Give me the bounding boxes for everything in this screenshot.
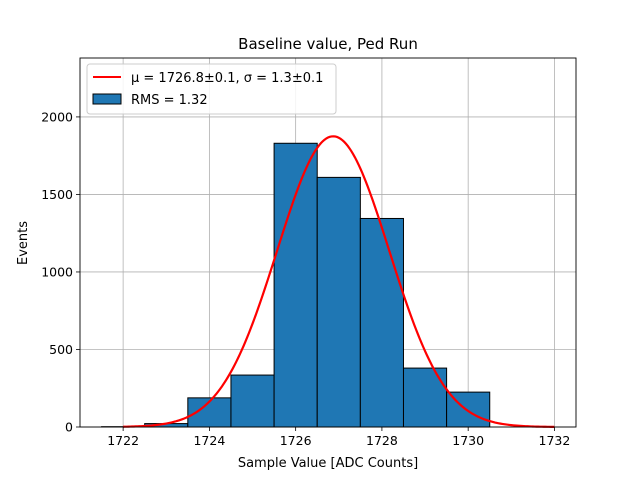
x-tick-label: 1724 [193,433,225,448]
histogram-bars [101,142,491,428]
y-tick-label: 1000 [41,264,73,279]
x-tick-label: 1726 [280,433,312,448]
x-tick-label: 1728 [366,433,398,448]
fit-curve-layer [123,135,555,428]
histogram-bar [230,374,275,428]
legend-box [86,63,337,115]
gaussian-fit-curve [123,135,555,428]
legend: μ = 1726.8±0.1, σ = 1.3±0.1 RMS = 1.32 [86,63,337,115]
x-tick-label: 1722 [107,433,139,448]
y-tick-label: 0 [65,420,73,435]
axes-frame [79,57,577,428]
x-axis-ticks: 1722 1724 1726 1728 1730 1732 [107,427,570,448]
legend-histogram-swatch [92,93,122,105]
legend-fit-label: μ = 1726.8±0.1, σ = 1.3±0.1 [131,71,323,86]
y-tick-label: 500 [49,342,73,357]
x-axis-label: Sample Value [ADC Counts] [238,456,418,471]
histogram-bar [402,367,448,428]
legend-histogram-label: RMS = 1.32 [131,93,208,108]
y-axis-ticks: 0 500 1000 1500 2000 [41,109,80,435]
x-tick-label: 1730 [452,433,484,448]
histogram-bar [273,142,318,428]
chart-title: Baseline value, Ped Run [238,35,418,53]
x-tick-label: 1732 [539,433,571,448]
histogram-bar [316,176,361,428]
y-tick-label: 1500 [41,187,73,202]
y-axis-label: Events [16,221,31,265]
y-tick-label: 2000 [41,109,73,124]
histogram-bar [359,217,404,428]
